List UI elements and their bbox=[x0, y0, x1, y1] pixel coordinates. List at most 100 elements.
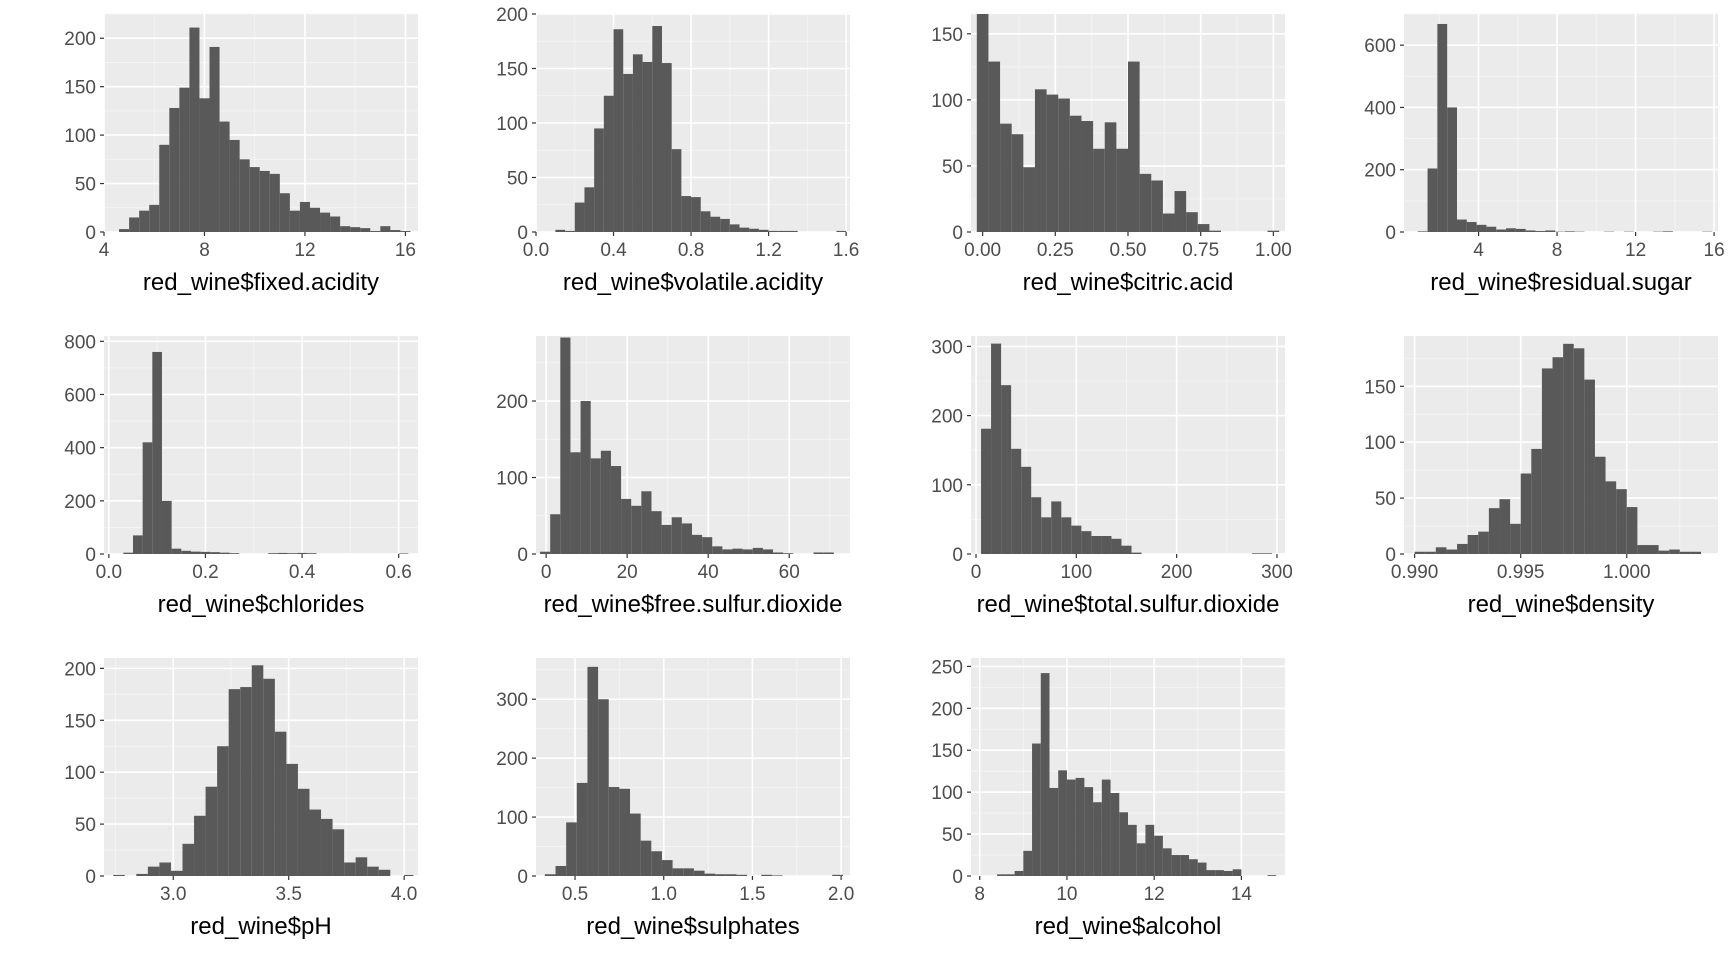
histogram-bar bbox=[1071, 525, 1082, 554]
histogram-bar bbox=[251, 665, 264, 876]
histogram-bar bbox=[1669, 549, 1680, 554]
histogram-bar bbox=[681, 196, 692, 232]
histogram-bar bbox=[398, 553, 409, 554]
histogram-bar bbox=[641, 491, 652, 554]
x-tick-label: 12 bbox=[294, 240, 315, 261]
histogram-bar bbox=[1435, 547, 1447, 554]
x-tick-label: 8 bbox=[1552, 240, 1563, 261]
histogram-bar bbox=[1104, 122, 1117, 232]
histogram-bar bbox=[1223, 870, 1233, 876]
histogram-bar bbox=[1101, 536, 1112, 554]
histogram-bar bbox=[729, 224, 740, 232]
histogram-bar bbox=[787, 230, 798, 232]
x-axis-label: red_wine$fixed.acidity bbox=[143, 269, 379, 296]
histogram-bar bbox=[621, 498, 632, 554]
histogram-bar bbox=[1081, 121, 1094, 232]
histogram-bar bbox=[209, 46, 220, 232]
histogram-bar bbox=[1520, 473, 1532, 554]
histogram-bar bbox=[570, 452, 581, 554]
histogram-bar bbox=[1545, 230, 1556, 232]
y-tick-label: 0 bbox=[517, 545, 528, 566]
histogram-panel: 0 50 100 150 200 0.0 0.4 0.8 1.2 1.6 red_wine$vola… bbox=[496, 5, 859, 296]
x-axis-label: red_wine$pH bbox=[190, 913, 331, 940]
histogram-bar bbox=[286, 763, 298, 876]
x-tick-label: 0.4 bbox=[600, 240, 627, 261]
y-tick-label: 200 bbox=[496, 749, 528, 770]
histogram-bar bbox=[1267, 875, 1277, 876]
histogram-bar bbox=[360, 228, 371, 232]
histogram-bar bbox=[1637, 545, 1648, 554]
x-tick-label: 1.00 bbox=[1255, 240, 1292, 261]
histogram-bar bbox=[229, 139, 240, 232]
histogram-bar bbox=[297, 788, 310, 876]
y-tick-label: 200 bbox=[931, 407, 963, 428]
histogram-bar bbox=[1552, 357, 1564, 554]
histogram-bar bbox=[550, 514, 561, 554]
x-tick-label: 0.50 bbox=[1110, 240, 1147, 261]
x-axis-label: red_wine$density bbox=[1468, 591, 1655, 618]
histogram-bar bbox=[1232, 869, 1242, 876]
histogram-bar bbox=[129, 217, 140, 232]
histogram-bar bbox=[652, 25, 662, 232]
histogram-bar bbox=[190, 551, 201, 554]
histogram-panel: 0 50 100 150 200 3.0 3.5 4.0 red_wine$pH bbox=[64, 658, 418, 940]
histogram-bar bbox=[768, 230, 779, 232]
histogram-bar bbox=[613, 29, 624, 233]
y-tick-label: 200 bbox=[931, 699, 963, 720]
histogram-bar bbox=[1128, 824, 1137, 876]
x-tick-label: 200 bbox=[1161, 562, 1193, 583]
histogram-bar bbox=[623, 73, 633, 232]
x-axis-label: red_wine$sulphates bbox=[586, 913, 799, 940]
histogram-bar bbox=[181, 550, 191, 554]
histogram-bar bbox=[1679, 551, 1691, 554]
y-tick-label: 200 bbox=[1364, 161, 1396, 182]
histogram-bar bbox=[1525, 230, 1536, 232]
histogram-bar bbox=[297, 552, 307, 554]
histogram-bar bbox=[1084, 787, 1094, 876]
histogram-bar bbox=[1162, 848, 1172, 876]
histogram-bar bbox=[1573, 348, 1585, 554]
histogram-bar bbox=[1058, 98, 1070, 232]
x-tick-label: 0 bbox=[971, 562, 982, 583]
x-tick-label: 0.0 bbox=[96, 562, 122, 583]
histogram-bar bbox=[991, 343, 1002, 554]
histogram-bar bbox=[1000, 123, 1012, 232]
histogram-bar bbox=[199, 98, 210, 232]
y-tick-label: 0 bbox=[952, 545, 963, 566]
histogram-bar bbox=[1001, 385, 1012, 554]
histogram-bar bbox=[981, 428, 992, 554]
x-tick-label: 0.00 bbox=[964, 240, 1001, 261]
histogram-bar bbox=[1478, 531, 1489, 554]
y-tick-label: 100 bbox=[64, 763, 96, 784]
y-tick-label: 0 bbox=[85, 545, 96, 566]
histogram-bar bbox=[309, 207, 321, 232]
histogram-bar bbox=[700, 211, 711, 232]
x-axis-label: red_wine$total.sulfur.dioxide bbox=[977, 591, 1280, 618]
x-tick-label: 0.995 bbox=[1497, 562, 1545, 583]
histogram-bar bbox=[344, 862, 356, 876]
histogram-bar bbox=[704, 873, 716, 876]
histogram-bar bbox=[630, 813, 641, 876]
y-tick-label: 50 bbox=[1375, 489, 1396, 510]
x-axis-label: red_wine$alcohol bbox=[1035, 913, 1222, 940]
histogram-bar bbox=[681, 523, 692, 554]
x-tick-label: 0.75 bbox=[1182, 240, 1219, 261]
x-tick-label: 0.2 bbox=[192, 562, 218, 583]
histogram-bar bbox=[580, 401, 591, 554]
histogram-bar bbox=[1041, 517, 1052, 554]
x-axis-label: red_wine$residual.sugar bbox=[1430, 269, 1692, 296]
histogram-bar bbox=[702, 537, 713, 554]
histogram-bar bbox=[1446, 549, 1458, 554]
y-tick-label: 200 bbox=[64, 492, 96, 513]
y-tick-label: 100 bbox=[931, 91, 963, 112]
y-tick-label: 150 bbox=[931, 741, 963, 762]
x-tick-label: 12 bbox=[1144, 884, 1165, 905]
y-tick-label: 50 bbox=[75, 815, 96, 836]
x-axis-label: red_wine$free.sulfur.dioxide bbox=[544, 591, 843, 618]
histogram-bar bbox=[1663, 231, 1673, 232]
histogram-bar bbox=[1427, 168, 1438, 232]
histogram-bar bbox=[742, 549, 753, 554]
histogram-bar bbox=[1128, 61, 1140, 233]
histogram-bar bbox=[320, 212, 331, 232]
histogram-bar bbox=[632, 54, 643, 232]
